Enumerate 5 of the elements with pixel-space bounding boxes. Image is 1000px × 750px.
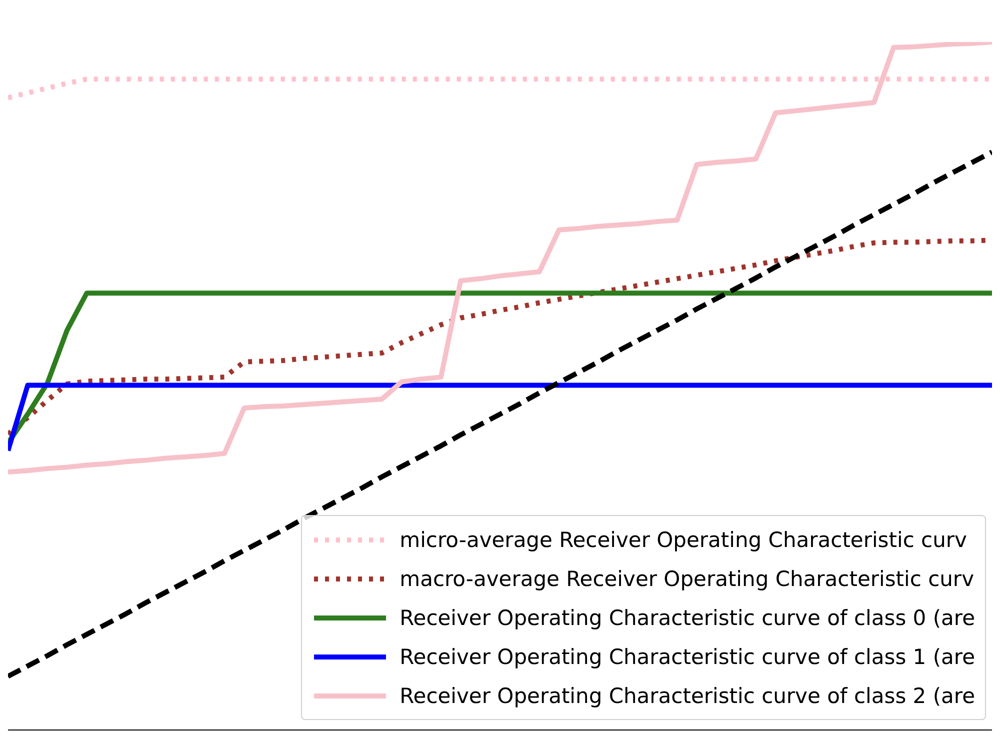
legend-label: micro-average Receiver Operating Characteristic curv bbox=[400, 528, 967, 552]
legend-label: macro-average Receiver Operating Characteristic curv bbox=[400, 566, 974, 590]
legend-label: Receiver Operating Characteristic curve of class 0 (are bbox=[400, 606, 975, 630]
legend-label: Receiver Operating Characteristic curve of class 2 (are bbox=[400, 684, 975, 708]
legend-label: Receiver Operating Characteristic curve of class 1 (are bbox=[400, 644, 975, 668]
